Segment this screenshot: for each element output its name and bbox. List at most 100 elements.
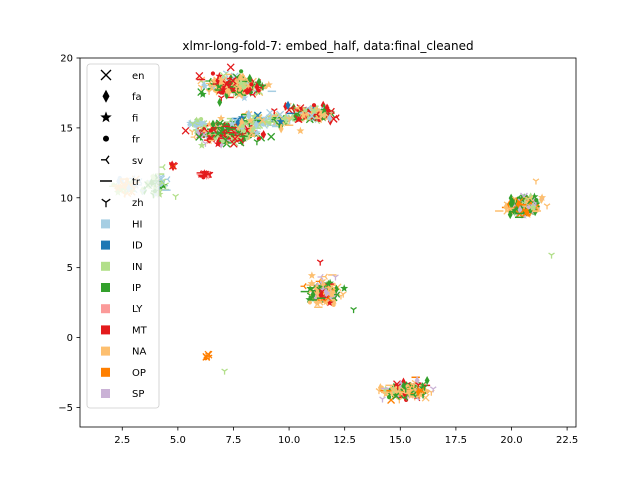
data-point — [210, 119, 216, 129]
data-point — [202, 352, 211, 361]
data-point — [305, 295, 314, 303]
data-point — [226, 63, 235, 72]
data-point — [181, 126, 190, 135]
data-point — [303, 108, 308, 113]
data-point — [333, 114, 340, 121]
x-tick-label: 22.5 — [556, 435, 578, 446]
data-point — [517, 205, 523, 215]
data-point — [332, 274, 339, 281]
data-point — [224, 85, 229, 95]
data-point — [189, 121, 197, 128]
data-point — [237, 89, 244, 96]
data-point — [264, 80, 273, 89]
legend-swatch — [101, 219, 110, 229]
x-tick-label: 15.0 — [389, 435, 411, 446]
data-point — [329, 293, 338, 302]
data-point — [254, 82, 260, 92]
data-point — [231, 117, 239, 124]
data-point — [247, 73, 253, 83]
data-point — [515, 199, 521, 209]
data-point — [195, 71, 204, 80]
legend-swatch — [101, 346, 110, 356]
data-point — [310, 290, 316, 300]
legend-swatch — [101, 367, 110, 377]
data-point — [250, 112, 259, 120]
data-point — [217, 114, 226, 122]
legend-label: SP — [132, 389, 144, 400]
data-point — [237, 79, 246, 87]
data-point — [206, 131, 215, 139]
data-point — [192, 120, 200, 129]
data-point — [307, 279, 316, 288]
data-point — [528, 192, 534, 202]
data-point — [285, 100, 291, 110]
data-point — [276, 110, 285, 119]
data-point — [276, 117, 285, 125]
data-point — [267, 132, 276, 141]
data-point — [228, 76, 237, 85]
data-point — [406, 385, 413, 392]
data-point — [221, 368, 228, 375]
data-point — [261, 114, 268, 121]
data-point — [198, 117, 204, 122]
data-point — [325, 298, 334, 307]
data-point — [197, 141, 206, 149]
data-point — [159, 181, 168, 190]
y-axis: −5 0 5 10 15 20 — [58, 54, 80, 414]
data-point — [307, 300, 312, 305]
data-point — [197, 120, 204, 127]
data-point — [334, 291, 341, 298]
data-point — [321, 297, 330, 306]
data-point — [248, 126, 256, 134]
data-point — [210, 126, 218, 134]
data-point — [299, 110, 308, 119]
data-point — [253, 120, 259, 130]
data-point — [320, 289, 328, 298]
data-point — [217, 75, 226, 84]
data-point — [210, 71, 216, 76]
data-point — [205, 120, 214, 128]
data-point — [318, 290, 324, 300]
data-point — [238, 73, 243, 83]
data-point — [421, 384, 428, 391]
data-point — [217, 129, 224, 136]
data-point — [507, 205, 516, 213]
data-point — [249, 82, 254, 87]
legend-label: MT — [132, 325, 148, 336]
legend-label: tr — [132, 177, 141, 188]
data-point — [259, 84, 267, 91]
data-point — [239, 69, 244, 74]
data-point — [350, 306, 357, 314]
legend-label: fr — [132, 135, 141, 146]
data-point — [313, 111, 320, 118]
data-point — [305, 104, 312, 112]
data-point — [508, 199, 514, 209]
data-point — [410, 391, 417, 398]
legend-label: LY — [132, 304, 143, 315]
data-point — [527, 195, 534, 202]
legend-label: HI — [132, 219, 142, 230]
data-point — [237, 113, 246, 122]
legend-label: IN — [132, 262, 142, 273]
data-point — [304, 113, 313, 122]
data-point — [237, 137, 244, 144]
y-tick-label: −5 — [58, 403, 73, 414]
data-point — [231, 85, 240, 94]
x-tick-label: 10.0 — [278, 435, 300, 446]
data-point — [240, 93, 249, 102]
data-point — [532, 178, 540, 185]
data-point — [548, 252, 555, 259]
data-point — [394, 383, 402, 390]
data-point — [296, 126, 305, 135]
data-point — [307, 271, 316, 279]
legend-label: zh — [132, 198, 144, 209]
y-tick-label: 10 — [60, 193, 73, 204]
data-point — [531, 196, 537, 206]
legend-label: en — [132, 71, 145, 82]
data-point — [285, 116, 293, 123]
legend: en fa fi fr sv tr zh HI ID IN IP LY MT NA OP SP — [86, 63, 160, 409]
tri-left-icon — [101, 155, 110, 165]
data-point — [401, 394, 409, 401]
data-point — [294, 115, 303, 124]
